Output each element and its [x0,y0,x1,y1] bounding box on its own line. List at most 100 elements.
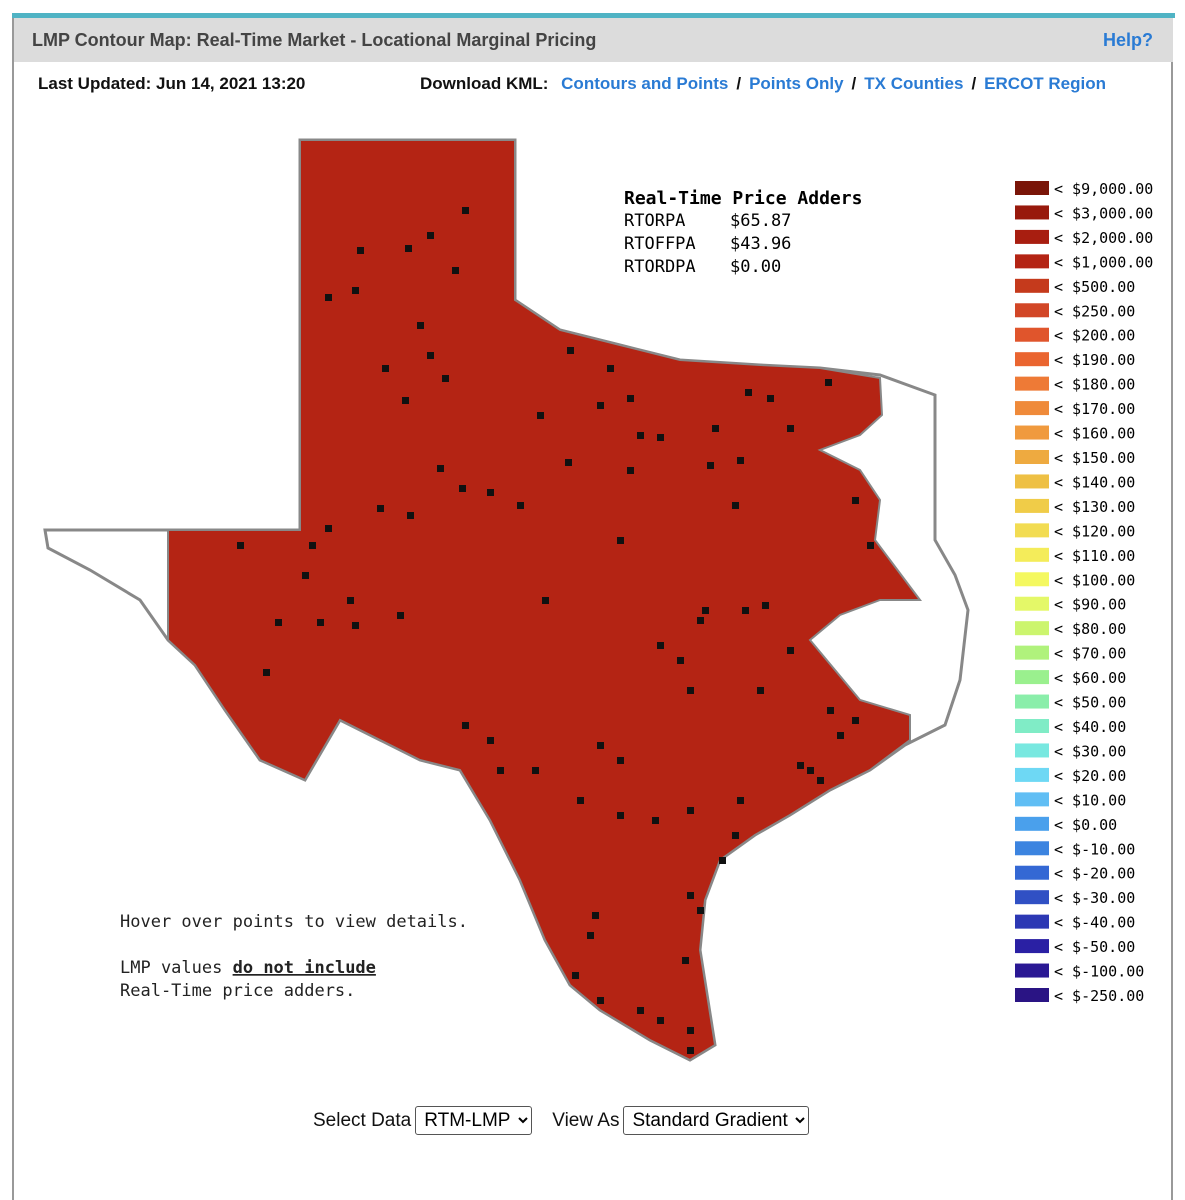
price-point [867,542,874,549]
separator: / [736,74,742,93]
legend-swatch [1015,939,1049,954]
legend-label: < $180.00 [1054,376,1135,394]
legend-label: < $-20.00 [1054,865,1135,883]
top-bar [12,13,1175,18]
kml-link[interactable]: TX Counties [864,74,964,93]
price-point [737,457,744,464]
adder-name: RTOFFPA [624,234,696,254]
price-point [357,247,364,254]
price-point [682,957,689,964]
legend-label: < $-250.00 [1054,987,1144,1005]
legend-swatch [1015,327,1049,342]
price-point [687,1027,694,1034]
legend-label: < $2,000.00 [1054,229,1153,247]
price-point [275,619,282,626]
legend-label: < $120.00 [1054,522,1135,540]
legend-swatch [1015,914,1049,929]
kml-link[interactable]: ERCOT Region [984,74,1107,93]
price-point [737,797,744,804]
legend-label: < $200.00 [1054,327,1135,345]
legend-label: < $-40.00 [1054,914,1135,932]
lmp-prefix: LMP values [120,958,222,978]
legend-label: < $100.00 [1054,571,1135,589]
price-point [325,525,332,532]
legend-label: < $-100.00 [1054,963,1144,981]
legend-swatch [1015,670,1049,685]
legend-swatch [1015,352,1049,367]
legend-label: < $170.00 [1054,400,1135,418]
price-point [597,997,604,1004]
lmp-note: LMP values do not include [120,958,376,978]
legend-label: < $500.00 [1054,278,1135,296]
price-point [565,459,572,466]
legend-label: < $80.00 [1054,620,1126,638]
legend-label: < $90.00 [1054,596,1126,614]
price-point [302,572,309,579]
price-point [617,812,624,819]
price-point [597,742,604,749]
price-point [617,757,624,764]
legend-label: < $30.00 [1054,742,1126,760]
price-point [627,395,634,402]
price-point [607,365,614,372]
lmp-emph: do not include [233,958,376,978]
price-point [377,505,384,512]
price-point [317,619,324,626]
adders-title: Real-Time Price Adders [624,188,862,209]
legend-swatch [1015,498,1049,513]
kml-link[interactable]: Contours and Points [561,74,729,93]
legend-label: < $70.00 [1054,645,1126,663]
legend-swatch [1015,963,1049,978]
legend-swatch [1015,572,1049,587]
price-point [417,322,424,329]
price-points [237,207,874,1054]
legend-swatch [1015,254,1049,269]
price-point [762,602,769,609]
legend-label: < $190.00 [1054,351,1135,369]
legend-label: < $60.00 [1054,669,1126,687]
price-point [657,1017,664,1024]
legend-label: < $130.00 [1054,498,1135,516]
price-point [462,207,469,214]
price-point [732,502,739,509]
price-point [617,537,624,544]
price-point [687,687,694,694]
price-point [707,462,714,469]
legend-label: < $-50.00 [1054,938,1135,956]
separator: / [851,74,857,93]
price-point [459,485,466,492]
view-select[interactable]: Standard Gradient [623,1106,810,1135]
legend-swatch [1015,645,1049,660]
legend-label: < $50.00 [1054,694,1126,712]
legend-swatch [1015,547,1049,562]
kml-link[interactable]: Points Only [749,74,844,93]
price-point [697,907,704,914]
legend-label: < $140.00 [1054,473,1135,491]
help-link[interactable]: Help? [1102,30,1153,50]
price-point [352,287,359,294]
legend-swatch [1015,890,1049,905]
adder-value: $0.00 [730,257,781,277]
view-label: View As [552,1110,620,1131]
adder-value: $43.96 [730,234,791,254]
legend-label: < $110.00 [1054,547,1135,565]
download-label: Download KML: [420,74,549,93]
price-point [687,807,694,814]
price-point [852,717,859,724]
price-point [352,622,359,629]
data-select[interactable]: RTM-LMP [415,1106,533,1135]
price-point [677,657,684,664]
legend-label: < $-10.00 [1054,840,1135,858]
legend-swatch [1015,719,1049,733]
price-point [325,294,332,301]
price-point [577,797,584,804]
price-point [787,425,794,432]
price-point [825,379,832,386]
price-point [797,762,804,769]
price-point [597,402,604,409]
separator: / [971,74,977,93]
price-point [497,767,504,774]
price-point [517,502,524,509]
legend-swatch [1015,229,1049,244]
price-point [532,767,539,774]
